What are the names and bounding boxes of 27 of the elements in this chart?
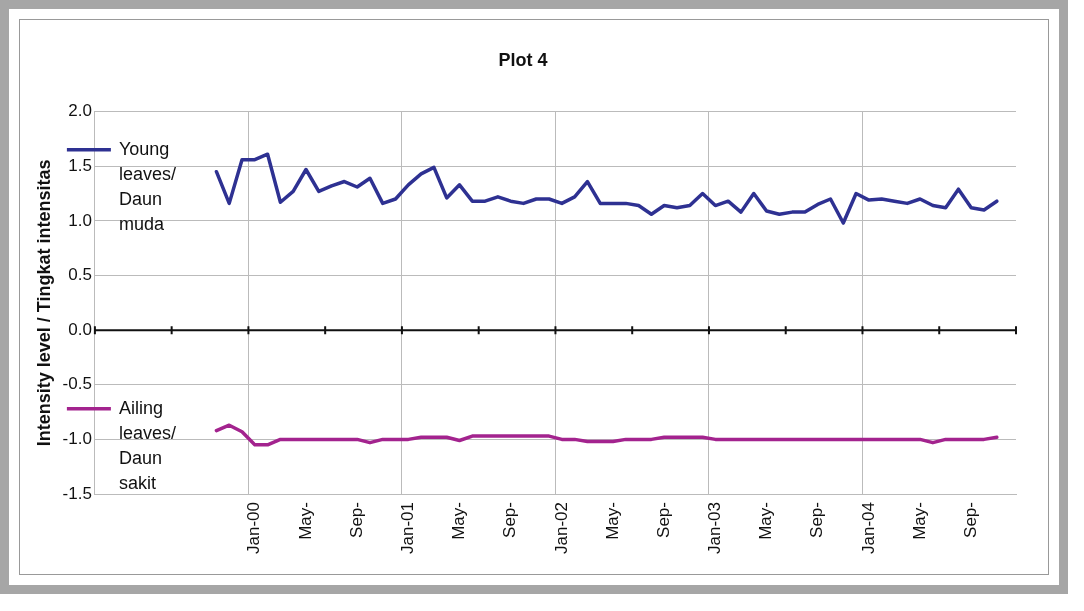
y-tick-label: 0.0 — [68, 319, 92, 339]
x-tick-label: May- — [756, 502, 776, 540]
y-tick-label: 1.0 — [68, 210, 92, 230]
x-tick-label: Jan-03 — [705, 502, 725, 554]
x-tick-label: Sep- — [653, 502, 673, 538]
x-tick-label: May- — [909, 502, 929, 540]
y-tick-label: 1.5 — [68, 155, 92, 175]
y-tick-label: -0.5 — [62, 374, 92, 394]
y-tick-label: -1.0 — [62, 429, 92, 449]
x-tick-label: Jan-00 — [244, 502, 264, 554]
x-tick-label: Jan-04 — [858, 502, 878, 554]
x-tick-label: May- — [449, 502, 469, 540]
x-tick-label: Sep- — [960, 502, 980, 538]
x-tick-label: Sep- — [807, 502, 827, 538]
x-tick-label: May- — [295, 502, 315, 540]
x-tick-label: Jan-02 — [551, 502, 571, 554]
y-tick-label: -1.5 — [62, 483, 92, 503]
y-axis-title: Intensity level / Tingkat intensitas — [33, 159, 54, 447]
legend-label: Ailing leaves/ Daun sakit — [118, 397, 176, 493]
y-tick-label: 2.0 — [68, 101, 92, 121]
y-tick-label: 0.5 — [68, 265, 92, 285]
legend-label: Young leaves/ Daun muda — [118, 138, 176, 234]
chart-title: Plot 4 — [498, 49, 548, 70]
x-tick-label: Jan-01 — [398, 502, 418, 554]
x-tick-label: Sep- — [500, 502, 520, 538]
x-tick-label: Sep- — [346, 502, 366, 538]
x-tick-label: May- — [602, 502, 622, 540]
